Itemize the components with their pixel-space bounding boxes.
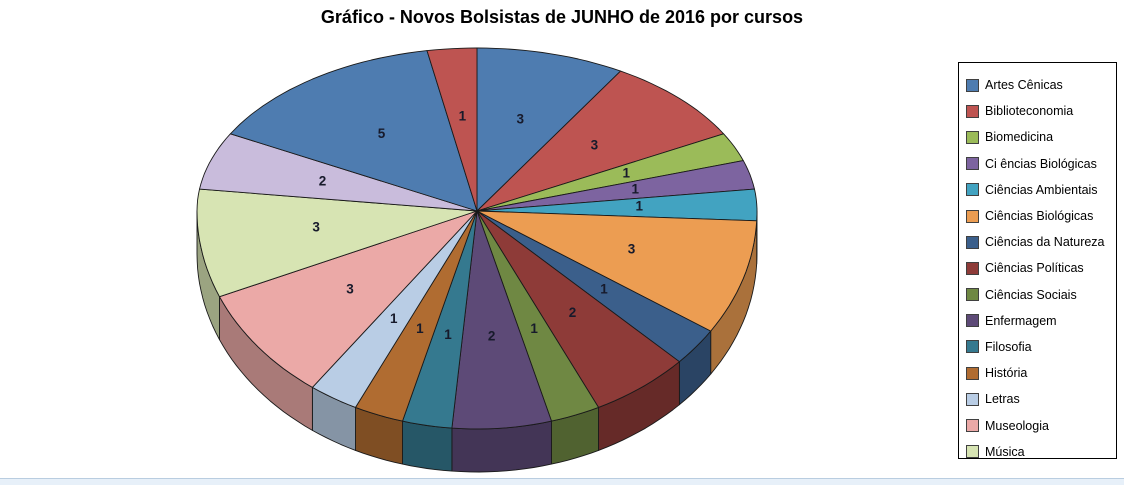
legend-item-12[interactable]: Letras — [966, 386, 1112, 412]
legend-swatch — [966, 130, 979, 144]
legend-item-label: História — [985, 366, 1028, 381]
legend-item-label: Ciências Sociais — [985, 287, 1077, 302]
legend-item-label: Ciências Políticas — [985, 261, 1084, 276]
slice-value-label: 3 — [312, 220, 320, 235]
legend-swatch — [966, 104, 979, 118]
legend-swatch — [966, 157, 979, 171]
legend-item-9[interactable]: Enfermagem — [966, 308, 1112, 334]
pie-slice-17[interactable] — [426, 47, 478, 212]
legend-item-0[interactable]: Artes Cênicas — [966, 72, 1112, 98]
pie-slice-side-10 — [402, 420, 453, 472]
pie-slice-10[interactable] — [402, 210, 478, 429]
slice-value-label: 1 — [459, 108, 467, 123]
slice-value-label: 1 — [632, 182, 640, 197]
legend-item-label: Biblioteconomia — [985, 104, 1074, 119]
legend-swatch — [966, 288, 979, 302]
slice-value-label: 1 — [635, 198, 643, 213]
pie-slice-0[interactable] — [476, 47, 622, 212]
slice-value-label: 1 — [600, 281, 608, 296]
slice-value-label: 5 — [378, 126, 386, 141]
legend-item-6[interactable]: Ciências da Natureza — [966, 229, 1112, 255]
legend-item-label: Ci ências Biológicas — [985, 156, 1097, 171]
legend-item-2[interactable]: Biomedicina — [966, 124, 1112, 150]
pie-slice-8[interactable] — [476, 210, 599, 422]
legend-swatch — [966, 78, 979, 92]
slice-value-label: 2 — [488, 328, 496, 343]
chart-title: Gráfico - Novos Bolsistas de JUNHO de 20… — [320, 7, 804, 27]
pie-slice-15[interactable] — [199, 133, 478, 212]
legend-item-label: Ciências da Natureza — [985, 235, 1105, 250]
legend-item-label: Ciências Biológicas — [985, 209, 1094, 224]
legend-item-1[interactable]: Biblioteconomia — [966, 98, 1112, 124]
legend-item-3[interactable]: Ci ências Biológicas — [966, 151, 1112, 177]
slice-value-label: 1 — [530, 321, 538, 336]
legend-swatch — [966, 419, 979, 433]
legend-item-label: Museologia — [985, 418, 1049, 433]
slice-value-label: 3 — [346, 281, 354, 296]
slice-value-label: 3 — [516, 111, 524, 126]
legend-item-5[interactable]: Ciências Biológicas — [966, 203, 1112, 229]
legend-swatch — [966, 314, 979, 328]
legend-swatch — [966, 392, 979, 406]
slice-value-label: 1 — [416, 321, 424, 336]
legend-swatch — [966, 209, 979, 223]
pie-slice-5[interactable] — [476, 210, 758, 332]
legend-box: Artes Cênicas Biblioteconomia Biomedicina C… — [958, 62, 1117, 459]
legend-item-label: Ciências Ambientais — [985, 182, 1098, 197]
legend-swatch — [966, 235, 979, 249]
legend-item-label: Filosofia — [985, 339, 1032, 354]
slice-value-label: 3 — [591, 137, 599, 152]
slice-value-label: 1 — [623, 165, 631, 180]
pie-slice-6[interactable] — [476, 210, 712, 363]
legend-item-8[interactable]: Ciências Sociais — [966, 282, 1112, 308]
legend-swatch — [966, 261, 979, 275]
legend-item-4[interactable]: Ciências Ambientais — [966, 177, 1112, 203]
legend-item-10[interactable]: Filosofia — [966, 334, 1112, 360]
legend-item-11[interactable]: História — [966, 360, 1112, 386]
pie-slice-13[interactable] — [219, 210, 478, 388]
legend-item-label: Letras — [985, 392, 1020, 407]
pie-slice-1[interactable] — [476, 70, 725, 212]
pie-slice-2[interactable] — [476, 133, 744, 212]
legend-item-13[interactable]: Museologia — [966, 412, 1112, 438]
legend-swatch — [966, 183, 979, 197]
legend-item-label: Biomedicina — [985, 130, 1054, 145]
slice-value-label: 2 — [319, 173, 327, 188]
window-edge-strip — [0, 478, 1124, 485]
pie-slice-3[interactable] — [476, 160, 755, 212]
legend-item-label: Música — [985, 444, 1025, 459]
pie-slice-16[interactable] — [229, 50, 478, 212]
legend-swatch — [966, 340, 979, 354]
legend-swatch — [966, 445, 979, 459]
legend-item-label: Enfermagem — [985, 313, 1057, 328]
pie-slice-7[interactable] — [476, 210, 680, 408]
legend-item-label: Artes Cênicas — [985, 78, 1063, 93]
pie-slice-4[interactable] — [476, 188, 758, 222]
slice-value-label: 2 — [569, 305, 577, 320]
pie-slice-12[interactable] — [311, 210, 478, 408]
legend-item-7[interactable]: Ciências Políticas — [966, 255, 1112, 281]
pie-slice-11[interactable] — [355, 210, 478, 422]
legend-item-14[interactable]: Música — [966, 439, 1112, 465]
pie-slice-9[interactable] — [451, 210, 552, 430]
slice-value-label: 1 — [390, 311, 398, 326]
slice-value-label: 1 — [444, 327, 452, 342]
slice-value-label: 3 — [628, 242, 636, 257]
legend-swatch — [966, 366, 979, 380]
pie-slice-14[interactable] — [196, 188, 478, 298]
